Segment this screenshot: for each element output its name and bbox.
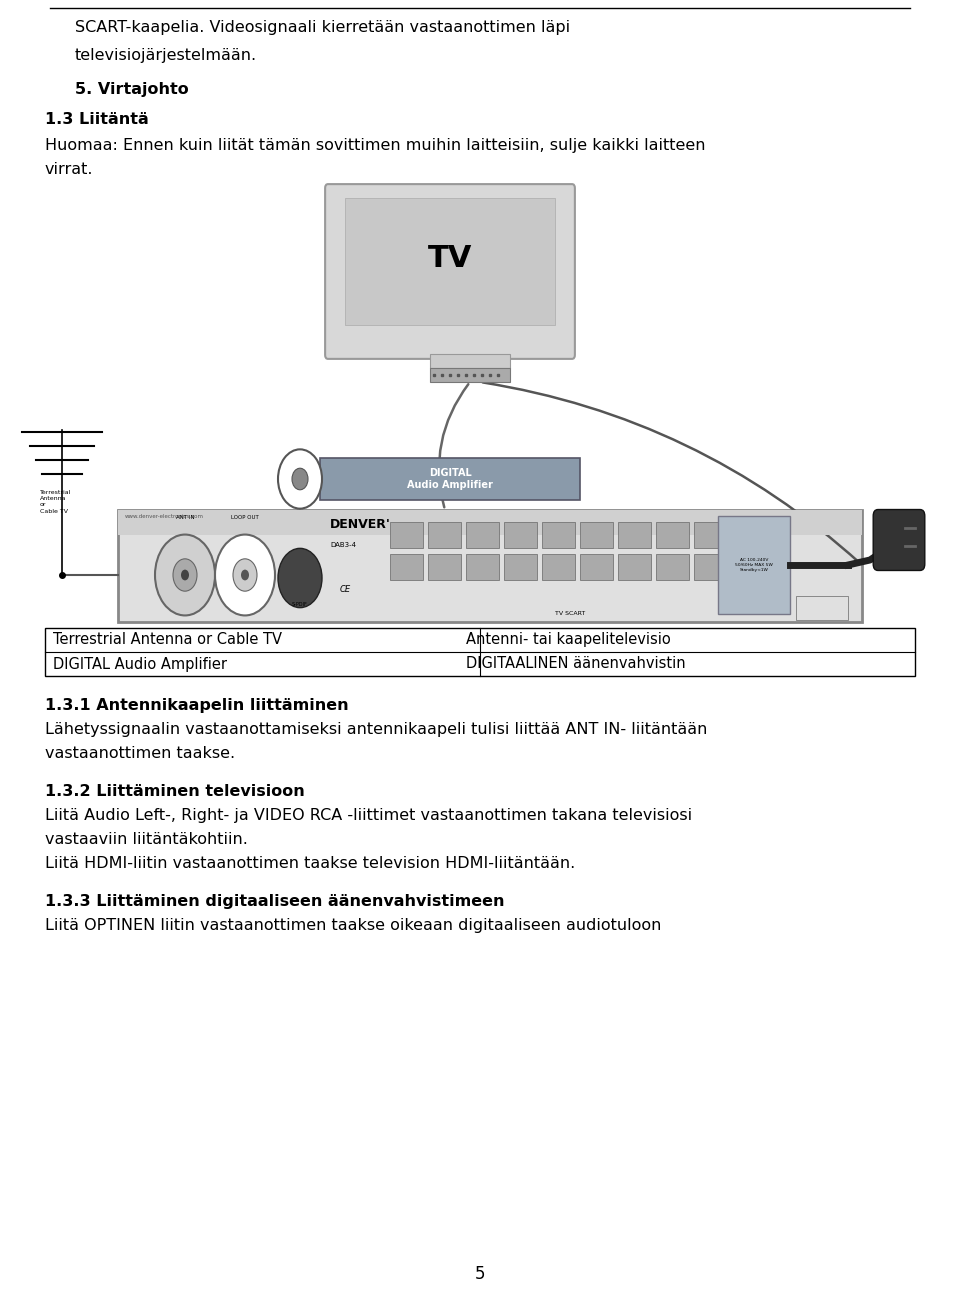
Text: ANT IN: ANT IN (176, 515, 194, 520)
Text: 5: 5 (475, 1266, 485, 1282)
Text: 1.3.2 Liittäminen televisioon: 1.3.2 Liittäminen televisioon (45, 784, 304, 798)
FancyBboxPatch shape (320, 458, 580, 499)
Text: CE: CE (340, 585, 350, 594)
FancyBboxPatch shape (430, 367, 510, 382)
Text: vastaanottimen taakse.: vastaanottimen taakse. (45, 747, 235, 761)
Circle shape (173, 559, 197, 591)
FancyBboxPatch shape (118, 510, 862, 534)
FancyBboxPatch shape (874, 510, 924, 571)
Text: www.denver-electronics.com: www.denver-electronics.com (125, 514, 204, 519)
FancyBboxPatch shape (504, 521, 537, 547)
FancyBboxPatch shape (466, 521, 499, 547)
Text: Terrestrial
Antenna
or
Cable TV: Terrestrial Antenna or Cable TV (40, 490, 71, 514)
FancyBboxPatch shape (694, 554, 727, 580)
Text: TV: TV (428, 245, 472, 273)
FancyBboxPatch shape (694, 521, 727, 547)
Text: 1.3 Liitäntä: 1.3 Liitäntä (45, 113, 149, 127)
Text: DIGITAALINEN äänenvahvistin: DIGITAALINEN äänenvahvistin (466, 656, 685, 672)
FancyBboxPatch shape (428, 521, 461, 547)
Text: DIGITAL
Audio Amplifier: DIGITAL Audio Amplifier (407, 468, 492, 490)
Text: 1.3.3 Liittäminen digitaaliseen äänenvahvistimeen: 1.3.3 Liittäminen digitaaliseen äänenvah… (45, 894, 505, 908)
FancyBboxPatch shape (325, 184, 575, 358)
Circle shape (241, 569, 249, 581)
Text: Liitä HDMI-liitin vastaanottimen taakse television HDMI-liitäntään.: Liitä HDMI-liitin vastaanottimen taakse … (45, 857, 575, 871)
Circle shape (278, 549, 322, 608)
FancyBboxPatch shape (618, 554, 651, 580)
FancyBboxPatch shape (580, 554, 613, 580)
Text: 1.3.1 Antennikaapelin liittäminen: 1.3.1 Antennikaapelin liittäminen (45, 697, 348, 713)
Text: Liitä Audio Left-, Right- ja VIDEO RCA -liittimet vastaanottimen takana televisi: Liitä Audio Left-, Right- ja VIDEO RCA -… (45, 807, 692, 823)
FancyBboxPatch shape (580, 521, 613, 547)
Text: Terrestrial Antenna or Cable TV: Terrestrial Antenna or Cable TV (53, 633, 282, 647)
FancyBboxPatch shape (428, 554, 461, 580)
Text: SCART-kaapelia. Videosignaali kierretään vastaanottimen läpi: SCART-kaapelia. Videosignaali kierretään… (75, 19, 570, 35)
Text: Huomaa: Ennen kuin liität tämän sovittimen muihin laitteisiin, sulje kaikki lait: Huomaa: Ennen kuin liität tämän sovittim… (45, 138, 706, 153)
FancyBboxPatch shape (118, 510, 862, 622)
Circle shape (181, 569, 189, 581)
FancyBboxPatch shape (796, 597, 848, 620)
FancyBboxPatch shape (718, 516, 790, 613)
FancyBboxPatch shape (542, 521, 575, 547)
Text: DIGITAL Audio Amplifier: DIGITAL Audio Amplifier (53, 656, 227, 672)
FancyBboxPatch shape (656, 554, 689, 580)
Text: televisiojärjestelmään.: televisiojärjestelmään. (75, 48, 257, 63)
Text: Lähetyssignaalin vastaanottamiseksi antennikaapeli tulisi liittää ANT IN- liitän: Lähetyssignaalin vastaanottamiseksi ante… (45, 722, 708, 738)
Circle shape (278, 449, 322, 509)
FancyBboxPatch shape (390, 521, 423, 547)
FancyBboxPatch shape (430, 355, 510, 367)
Text: Antenni- tai kaapelitelevisio: Antenni- tai kaapelitelevisio (466, 633, 670, 647)
Circle shape (233, 559, 257, 591)
Text: LOOP OUT: LOOP OUT (231, 515, 259, 520)
Text: 5. Virtajohto: 5. Virtajohto (75, 82, 189, 97)
Text: vastaaviin liitäntäkohtiin.: vastaaviin liitäntäkohtiin. (45, 832, 248, 848)
FancyBboxPatch shape (390, 554, 423, 580)
Text: AC 100-240V
50/60Hz MAX 5W
Standby<1W: AC 100-240V 50/60Hz MAX 5W Standby<1W (735, 558, 773, 572)
Text: virrat.: virrat. (45, 162, 93, 177)
FancyBboxPatch shape (345, 198, 555, 325)
FancyBboxPatch shape (45, 628, 915, 675)
Circle shape (155, 534, 215, 616)
FancyBboxPatch shape (542, 554, 575, 580)
FancyBboxPatch shape (656, 521, 689, 547)
Text: DENVER': DENVER' (330, 518, 391, 531)
Text: S-PDIF: S-PDIF (292, 602, 308, 607)
Circle shape (215, 534, 275, 616)
Text: TV SCART: TV SCART (555, 611, 586, 616)
Text: DAB3-4: DAB3-4 (330, 542, 356, 547)
FancyBboxPatch shape (618, 521, 651, 547)
Text: Liitä OPTINEN liitin vastaanottimen taakse oikeaan digitaaliseen audiotuloon: Liitä OPTINEN liitin vastaanottimen taak… (45, 917, 661, 933)
FancyBboxPatch shape (504, 554, 537, 580)
FancyBboxPatch shape (466, 554, 499, 580)
Circle shape (292, 468, 308, 490)
